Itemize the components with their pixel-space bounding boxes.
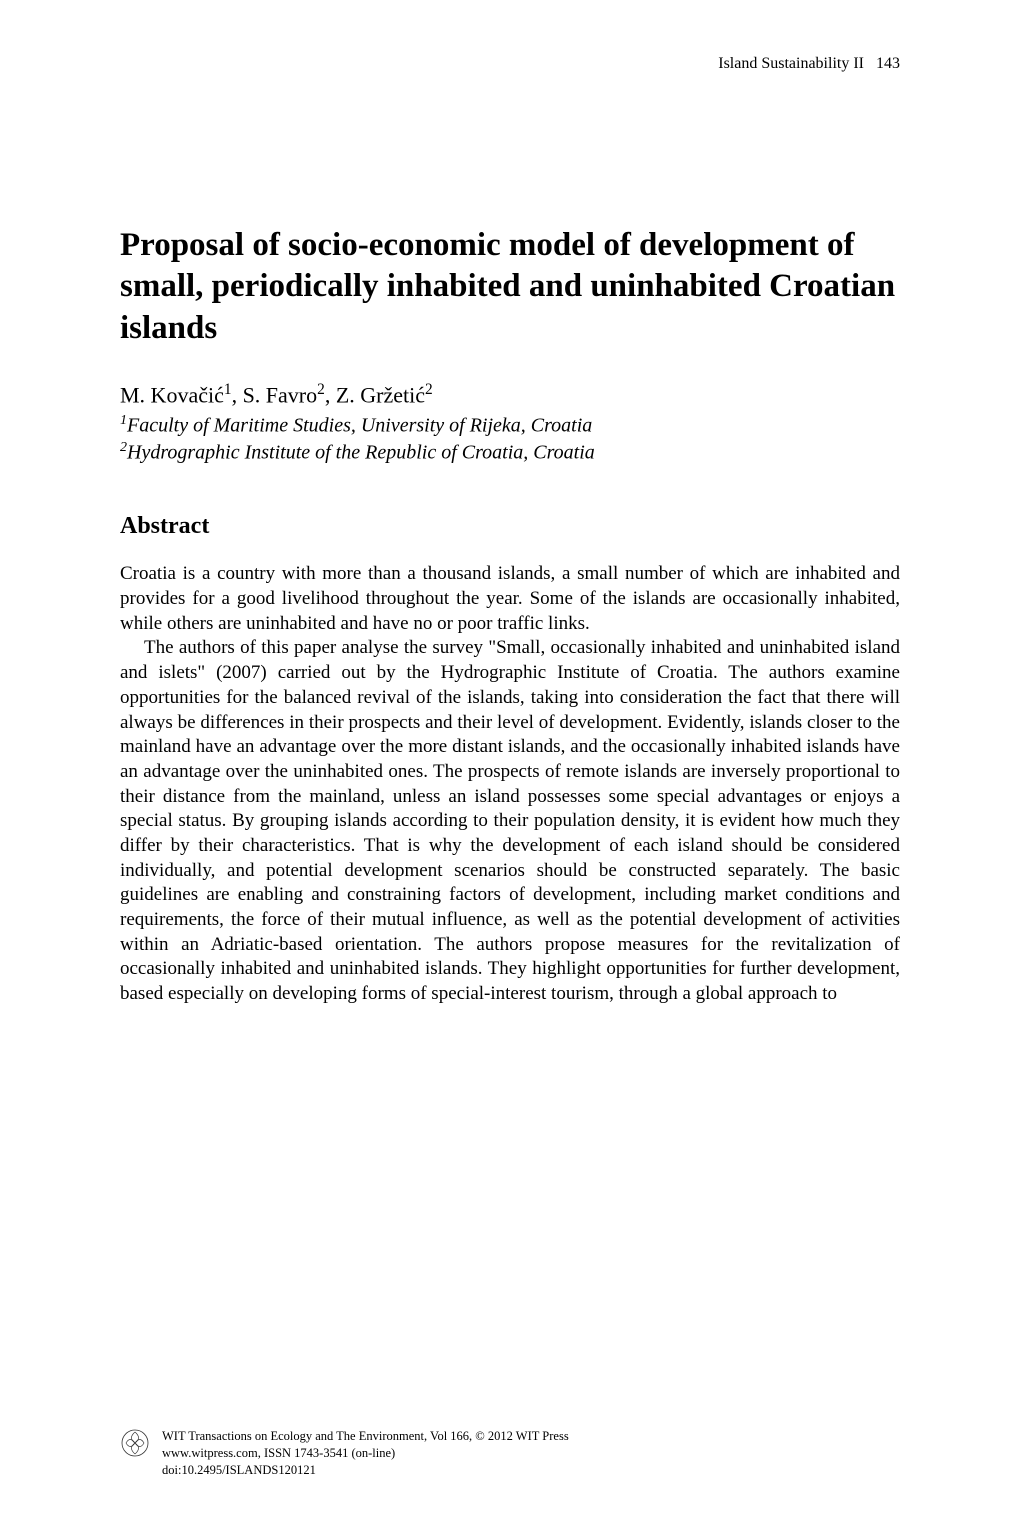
paper-title: Proposal of socio-economic model of deve… <box>120 225 900 349</box>
footer-text: WIT Transactions on Ecology and The Envi… <box>162 1428 569 1479</box>
footer-line-1: WIT Transactions on Ecology and The Envi… <box>162 1428 569 1445</box>
author-2-sup: 2 <box>317 381 325 398</box>
publisher-logo-icon <box>120 1428 150 1458</box>
affiliation-1-text: Faculty of Maritime Studies, University … <box>127 415 592 437</box>
main-content: Proposal of socio-economic model of deve… <box>120 225 900 1007</box>
author-1-sup: 1 <box>224 381 232 398</box>
affiliation-1-sup: 1 <box>120 413 127 428</box>
abstract-paragraph-1: Croatia is a country with more than a th… <box>120 562 900 636</box>
affiliation-2: 2Hydrographic Institute of the Republic … <box>120 439 900 466</box>
affiliation-2-text: Hydrographic Institute of the Republic o… <box>127 441 595 463</box>
running-header: Island Sustainability II 143 <box>718 55 900 73</box>
page-number: 143 <box>876 55 900 72</box>
author-3-sup: 2 <box>425 381 433 398</box>
footer: WIT Transactions on Ecology and The Envi… <box>120 1428 569 1479</box>
affiliation-2-sup: 2 <box>120 440 127 455</box>
author-3-prefix: , Z. Gržetić <box>325 382 425 407</box>
footer-line-2: www.witpress.com, ISSN 1743-3541 (on-lin… <box>162 1445 569 1462</box>
abstract-paragraph-2: The authors of this paper analyse the su… <box>120 636 900 1006</box>
running-title: Island Sustainability II <box>718 55 864 72</box>
authors-line: M. Kovačić1, S. Favro2, Z. Gržetić2 <box>120 381 900 408</box>
footer-line-3: doi:10.2495/ISLANDS120121 <box>162 1462 569 1479</box>
author-2-prefix: , S. Favro <box>232 382 318 407</box>
affiliation-1: 1Faculty of Maritime Studies, University… <box>120 412 900 439</box>
abstract-heading: Abstract <box>120 513 900 540</box>
author-1: M. Kovačić <box>120 382 224 407</box>
